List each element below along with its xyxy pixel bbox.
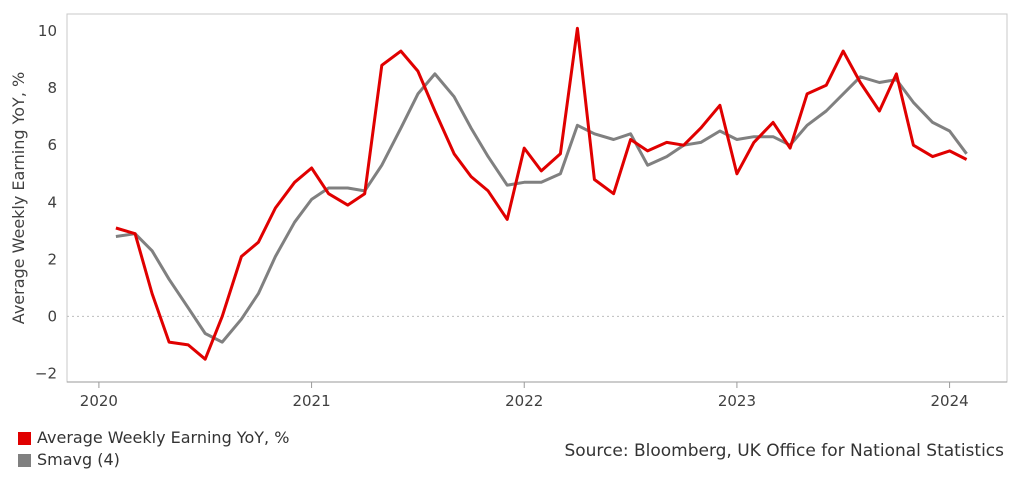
x-tick-label: 2024 [930, 392, 968, 410]
legend-label-smavg: Smavg (4) [37, 450, 120, 469]
legend-swatch-red [18, 431, 31, 445]
y-axis-title: Average Weekly Earning YoY, % [9, 72, 28, 324]
y-tick-label: −2 [35, 364, 57, 382]
y-tick-label: 10 [38, 22, 57, 40]
legend-item-earnings: Average Weekly Earning YoY, % [18, 427, 289, 449]
series-line-smavg [115, 72, 968, 344]
x-tick-label: 2021 [292, 392, 330, 410]
series-layer [115, 26, 968, 361]
y-axis-ticks: −2 0 2 4 6 8 10 [35, 22, 57, 382]
x-tick-label: 2022 [505, 392, 543, 410]
legend-swatch-gray [18, 453, 31, 467]
x-tick-label: 2023 [718, 392, 756, 410]
legend-label-earnings: Average Weekly Earning YoY, % [37, 428, 290, 447]
plot-area-frame [66, 13, 1008, 383]
y-tick-label: 4 [47, 193, 57, 211]
x-axis-ticks: 2020 2021 2022 2023 2024 [80, 382, 969, 410]
legend: Average Weekly Earning YoY, % Smavg (4) [18, 427, 289, 471]
line-chart: −2 0 2 4 6 8 10 2020 2021 2022 2023 2024 Average W… [9, 13, 1008, 410]
legend-item-smavg: Smavg (4) [18, 449, 289, 471]
source-note: Source: Bloomberg, UK Office for Nationa… [564, 441, 1004, 461]
y-tick-label: 0 [47, 307, 57, 325]
y-tick-label: 6 [47, 136, 57, 154]
y-tick-label: 2 [47, 250, 57, 268]
series-line-earnings [115, 26, 968, 361]
y-tick-label: 8 [47, 79, 57, 97]
x-tick-label: 2020 [80, 392, 118, 410]
